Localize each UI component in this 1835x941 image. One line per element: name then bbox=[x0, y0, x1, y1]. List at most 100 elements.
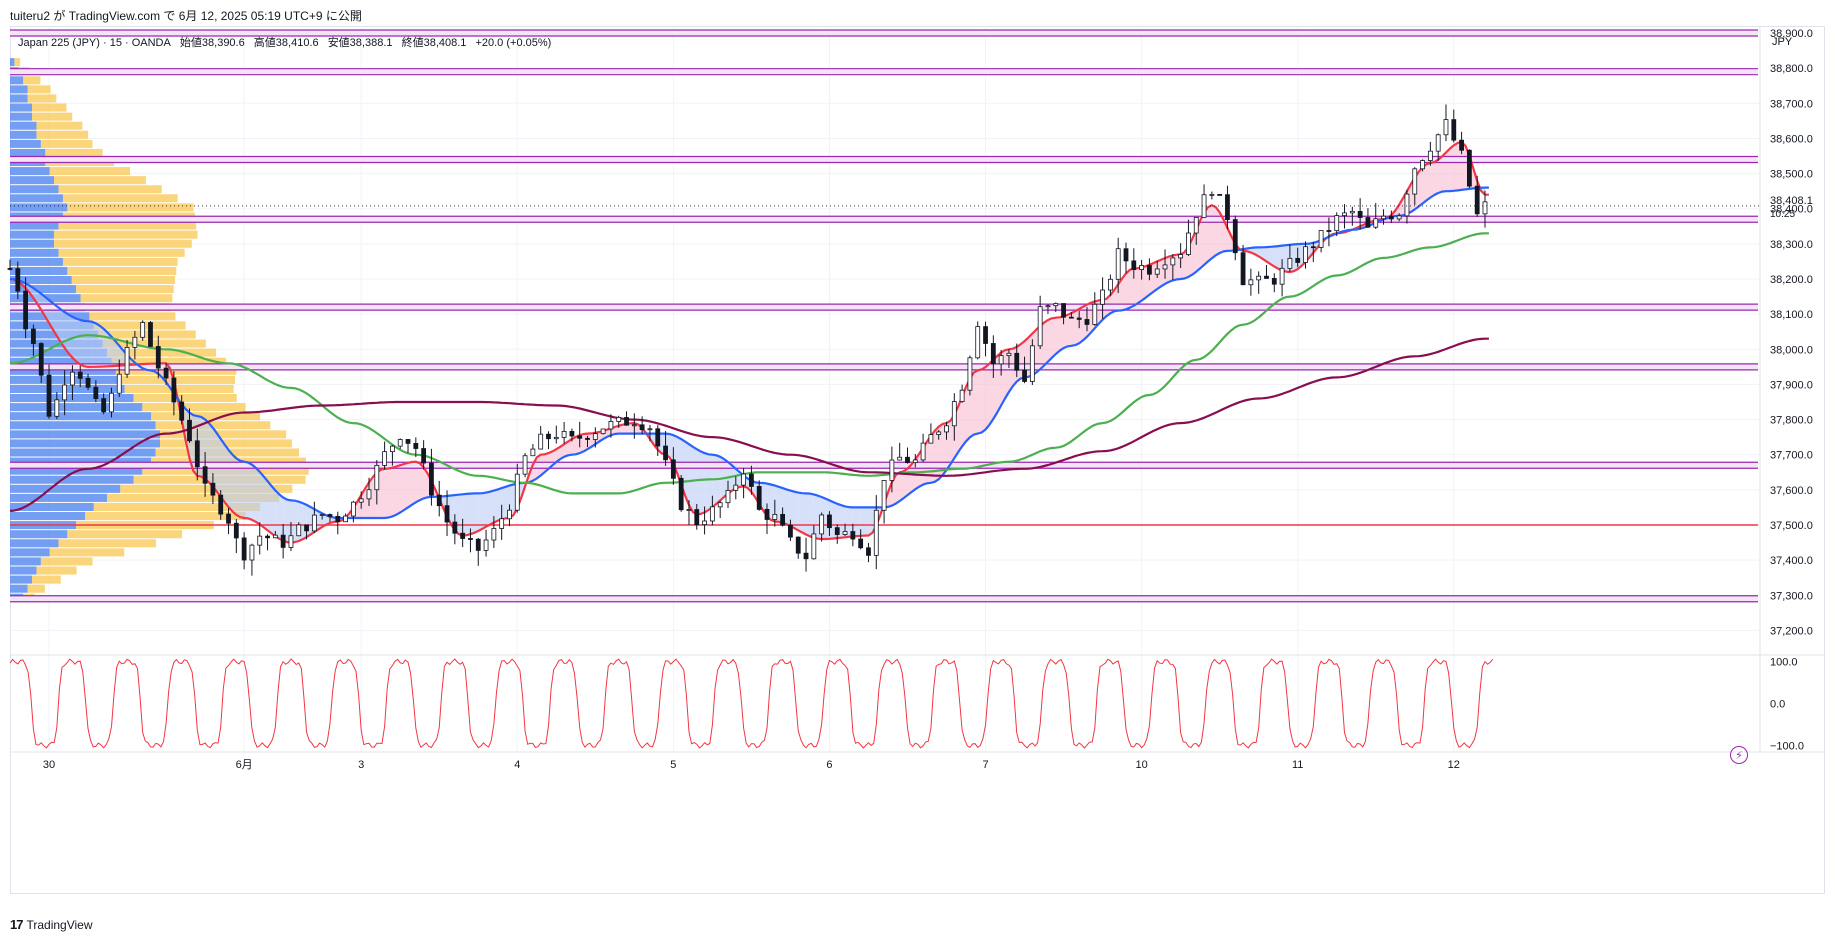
vp-bar-down bbox=[32, 575, 61, 584]
vp-bar-up bbox=[10, 493, 108, 502]
ema-fill-segment bbox=[798, 492, 807, 535]
candle bbox=[663, 431, 668, 466]
candle bbox=[1334, 212, 1340, 237]
oscillator-line bbox=[9, 658, 1494, 749]
candle-body bbox=[311, 514, 317, 532]
ema-fill-segment bbox=[1188, 229, 1197, 277]
candle-body bbox=[109, 392, 114, 413]
price-tick-label: 38,100.0 bbox=[1770, 309, 1813, 321]
candle-body bbox=[140, 322, 146, 338]
vp-bar-up bbox=[10, 457, 152, 466]
currency-label[interactable]: JPY bbox=[1772, 36, 1793, 48]
vp-bar-down bbox=[160, 430, 287, 439]
candle bbox=[249, 543, 255, 576]
candle-body bbox=[764, 508, 770, 520]
candle bbox=[561, 421, 567, 444]
ema-fill-segment bbox=[1274, 245, 1283, 271]
candle bbox=[1396, 213, 1402, 222]
vp-bar-up bbox=[10, 112, 33, 121]
candle bbox=[1412, 167, 1418, 205]
candle bbox=[827, 511, 832, 536]
candle-body bbox=[77, 371, 83, 379]
candle bbox=[1287, 244, 1293, 272]
time-tick-label: 5 bbox=[670, 759, 676, 771]
candle-body bbox=[959, 389, 965, 402]
candle-body bbox=[413, 443, 419, 449]
vp-bar-down bbox=[142, 403, 246, 412]
candle bbox=[1248, 268, 1254, 296]
symbol-legend[interactable]: Japan 225 (JPY) · 15 · OANDA 始値38,390.6 … bbox=[18, 34, 557, 50]
candle-body bbox=[670, 459, 676, 479]
level-band bbox=[10, 30, 1758, 37]
candle-body bbox=[280, 534, 286, 548]
candle bbox=[772, 499, 778, 527]
legend-low: 安値38,388.1 bbox=[327, 37, 393, 49]
candle-body bbox=[374, 465, 380, 491]
candle-body bbox=[1326, 230, 1332, 232]
candle bbox=[140, 320, 146, 341]
candle bbox=[936, 429, 942, 440]
candle bbox=[912, 454, 918, 468]
candle-body bbox=[249, 544, 255, 561]
vp-bar-up bbox=[10, 430, 160, 439]
candle bbox=[1107, 274, 1113, 297]
ema-fill-segment bbox=[1453, 141, 1462, 191]
ema-fill-segment bbox=[1047, 317, 1056, 362]
ema-fill-segment bbox=[228, 449, 237, 515]
vp-bar-up bbox=[10, 348, 108, 357]
candle bbox=[998, 350, 1004, 376]
candle bbox=[23, 277, 29, 339]
vp-bar-up bbox=[10, 539, 59, 548]
candle bbox=[46, 364, 52, 419]
oscillator-pane: 100.0 0.0 −100.0 bbox=[9, 656, 1804, 753]
candle bbox=[1147, 258, 1152, 281]
vp-bar-down bbox=[62, 257, 178, 266]
candle-body bbox=[694, 509, 700, 526]
candle bbox=[1435, 133, 1441, 161]
vp-bar-up bbox=[10, 575, 33, 584]
candle-body bbox=[725, 489, 731, 504]
vp-bar-up bbox=[10, 512, 85, 521]
candle-body bbox=[132, 336, 138, 348]
candle-body bbox=[304, 524, 309, 532]
candle-body bbox=[343, 515, 348, 523]
ema-fill bbox=[10, 141, 1485, 543]
vp-bar-down bbox=[54, 239, 192, 248]
candle bbox=[1459, 131, 1464, 155]
ema-fill-segment bbox=[1079, 304, 1087, 344]
candle bbox=[179, 395, 185, 425]
candle-body bbox=[1303, 246, 1308, 263]
time-tick-label: 11 bbox=[1292, 759, 1303, 771]
tv-logo-icon: 17 bbox=[10, 917, 24, 932]
candle bbox=[1443, 104, 1449, 142]
time-tick-label: 10 bbox=[1135, 759, 1147, 771]
candle bbox=[1170, 254, 1176, 280]
candle bbox=[569, 428, 575, 442]
top-bar: tuiteru2 が TradingView.com で 6月 12, 2025… bbox=[0, 0, 1835, 30]
candle-body bbox=[663, 445, 668, 461]
candle bbox=[780, 507, 786, 527]
candle bbox=[733, 476, 739, 500]
ema-fill-segment bbox=[415, 461, 424, 503]
candle bbox=[866, 542, 871, 563]
candle bbox=[218, 490, 224, 520]
price-tick-label: 38,900.0 bbox=[1770, 28, 1813, 40]
candle-body bbox=[951, 401, 957, 427]
lightning-icon[interactable]: ⚡ bbox=[1730, 746, 1748, 764]
vp-bar-down bbox=[54, 176, 146, 185]
candle bbox=[756, 480, 762, 511]
ema-fill-segment bbox=[845, 506, 853, 538]
candle-body bbox=[920, 442, 926, 461]
candle-body bbox=[647, 428, 653, 431]
ema-fill-segment bbox=[1430, 159, 1439, 198]
ema-fill-segment bbox=[259, 471, 268, 531]
ema-fill-segment bbox=[899, 468, 908, 502]
time-tick-label: 6 bbox=[826, 759, 832, 771]
price-tick-label: 38,300.0 bbox=[1770, 239, 1813, 251]
vp-bar-up bbox=[10, 439, 160, 448]
vp-bar-up bbox=[10, 203, 68, 212]
candle bbox=[624, 411, 629, 426]
candle-body bbox=[1068, 316, 1074, 319]
candle bbox=[1373, 203, 1379, 229]
